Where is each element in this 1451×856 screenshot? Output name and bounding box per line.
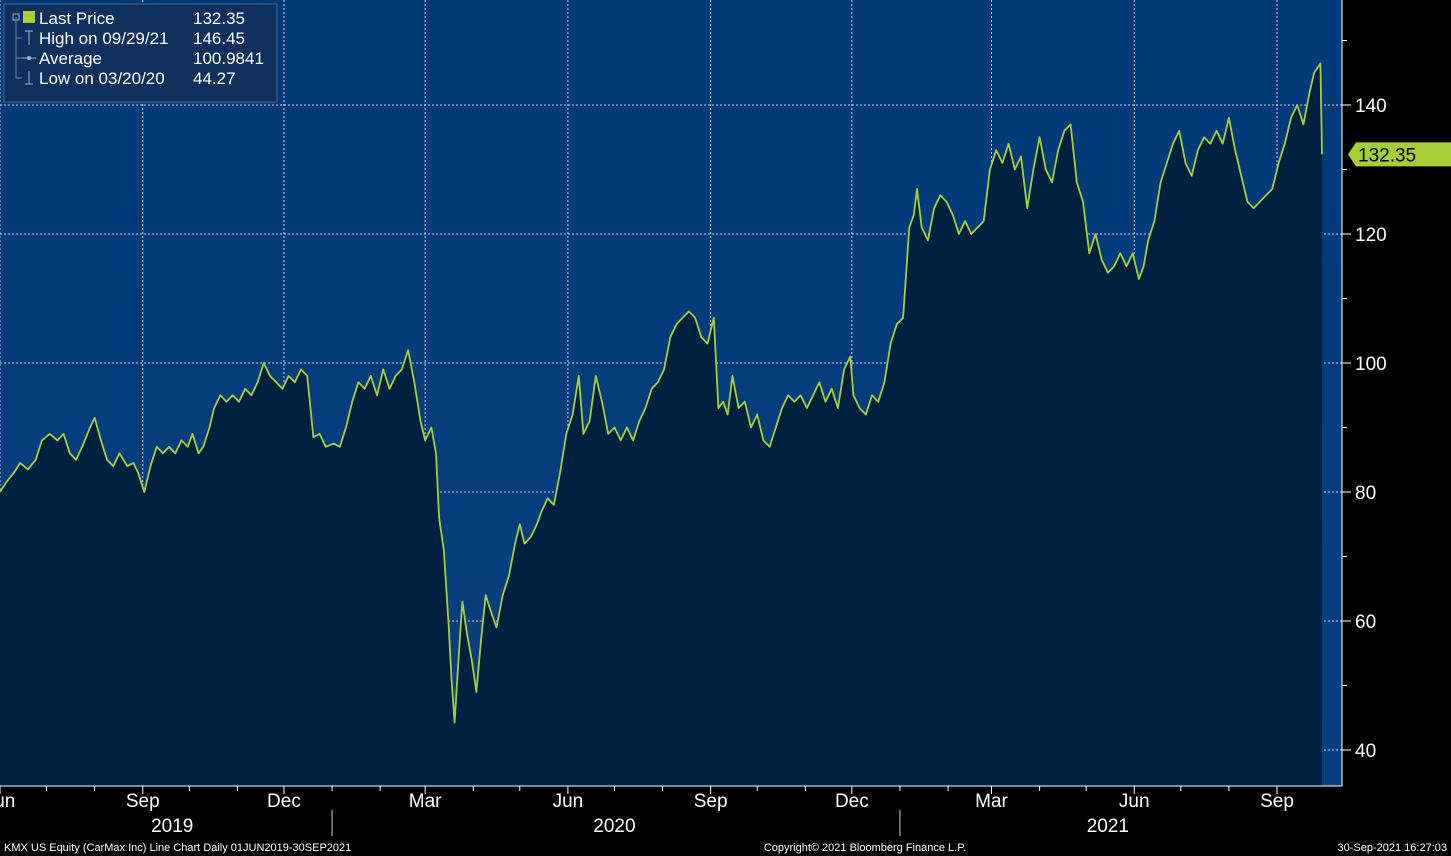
legend-label-0: Last Price xyxy=(39,9,115,28)
x-tick-label-2019-09-01: Sep xyxy=(126,791,160,812)
legend-background xyxy=(3,3,278,103)
legend-value-2: 100.9841 xyxy=(193,49,264,68)
y-tick-label-120: 120 xyxy=(1355,225,1387,246)
x-tick-label-2021-09-01: Sep xyxy=(1260,791,1294,812)
copyright-notice: Copyright© 2021 Bloomberg Finance L.P. xyxy=(764,842,966,854)
bottom-axis-background xyxy=(0,786,1451,838)
x-tick-label-2019-06-01: Jun xyxy=(0,791,15,812)
chart-description: KMX US Equity (CarMax Inc) Line Chart Da… xyxy=(4,842,351,854)
x-tick-label-2020-03-01: Mar xyxy=(409,791,442,812)
y-tick-label-80: 80 xyxy=(1355,483,1376,504)
y-tick-label-60: 60 xyxy=(1355,612,1376,633)
x-tick-label-2020-06-01: Jun xyxy=(553,791,584,812)
price-area xyxy=(0,62,1323,786)
legend-tree-line-3 xyxy=(15,57,22,79)
legend-marker-low xyxy=(25,71,33,85)
last-price-tag-shape xyxy=(1348,142,1451,167)
year-label-2021: 2021 xyxy=(1087,816,1129,837)
footer-background xyxy=(0,838,1451,856)
legend-value-0: 132.35 xyxy=(193,9,245,28)
x-tick-label-2020-09-01: Sep xyxy=(694,791,728,812)
legend-marker-last-price xyxy=(23,11,35,23)
footer: KMX US Equity (CarMax Inc) Line Chart Da… xyxy=(4,842,1447,854)
x-axis: Jun Sep Dec Mar Jun Sep Dec Mar Jun Sep 2019 2020 20… xyxy=(0,785,1342,837)
legend-label-3: Low on 03/20/20 xyxy=(39,69,165,88)
y-axis: 40 60 80 100 120 140 xyxy=(1341,0,1387,786)
legend-label-2: Average xyxy=(39,49,102,68)
last-price-tag-label: 132.35 xyxy=(1358,145,1416,166)
x-tick-label-2021-06-01: Jun xyxy=(1119,791,1150,812)
last-price-tag: 132.35 xyxy=(1348,142,1451,167)
right-axis-background xyxy=(1342,0,1451,786)
legend-marker-average-dot xyxy=(27,56,31,60)
year-label-2019: 2019 xyxy=(151,816,193,837)
price-area-fill xyxy=(0,63,1322,786)
y-tick-label-140: 140 xyxy=(1355,96,1387,117)
year-label-2020: 2020 xyxy=(593,816,635,837)
legend-label-1: High on 09/29/21 xyxy=(39,29,169,48)
legend-box: Last Price 132.35 High on 09/29/21 146.45 Av… xyxy=(3,3,278,103)
x-tick-label-2019-12-01: Dec xyxy=(267,791,301,812)
legend-marker-high xyxy=(25,30,33,45)
x-tick-label-2021-03-01: Mar xyxy=(975,791,1008,812)
legend-entries: Last Price 132.35 High on 09/29/21 146.45 Av… xyxy=(12,9,264,88)
legend-value-3: 44.27 xyxy=(193,69,236,88)
chart-timestamp: 30-Sep-2021 16:27:03 xyxy=(1338,842,1447,854)
price-line xyxy=(0,62,1323,724)
legend-value-1: 146.45 xyxy=(193,29,245,48)
x-tick-label-2020-12-01: Dec xyxy=(835,791,869,812)
y-tick-label-40: 40 xyxy=(1355,741,1376,762)
y-tick-label-100: 100 xyxy=(1355,354,1387,375)
